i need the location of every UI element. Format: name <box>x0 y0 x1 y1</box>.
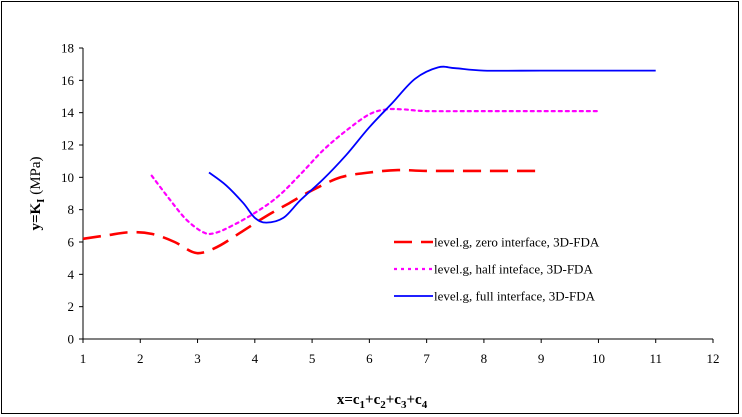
x-tick-label: 4 <box>252 351 259 366</box>
y-tick-label: 6 <box>68 235 75 250</box>
x-tick-label: 5 <box>309 351 316 366</box>
x-axis-title: x=c1+c2+c3+c4 <box>337 392 428 411</box>
y-tick-label: 2 <box>68 299 75 314</box>
x-tick-label: 9 <box>538 351 545 366</box>
legend-label: level.g, zero interface, 3D-FDA <box>434 235 600 250</box>
x-tick-label: 3 <box>194 351 201 366</box>
x-tick-label: 11 <box>649 351 662 366</box>
series-line-zero-interface <box>82 168 542 255</box>
x-tick-label: 12 <box>707 351 720 366</box>
y-axis-title: y=KI (MPa) <box>28 156 47 230</box>
series-layer <box>82 65 656 255</box>
legend-label: level.g, half inteface, 3D-FDA <box>434 262 593 277</box>
y-tick-label: 10 <box>61 170 74 185</box>
x-tick-label: 8 <box>481 351 488 366</box>
x-tick-label: 7 <box>423 351 430 366</box>
x-tick-label: 6 <box>366 351 373 366</box>
x-tick-label: 2 <box>137 351 144 366</box>
legend: level.g, zero interface, 3D-FDA level.g, … <box>394 235 600 304</box>
y-tick-label: 4 <box>68 267 75 282</box>
y-tick-label: 12 <box>61 138 74 153</box>
series-line-full-interface <box>208 65 656 224</box>
y-tick-label: 16 <box>61 73 75 88</box>
y-tick-label: 18 <box>61 41 74 56</box>
y-tick-label: 0 <box>68 332 75 347</box>
series-line-half-interface <box>150 107 600 236</box>
legend-label: level.g, full interface, 3D-FDA <box>434 289 596 304</box>
y-tick-label: 14 <box>61 105 75 120</box>
y-tick-label: 8 <box>68 202 75 217</box>
x-tick-label: 10 <box>592 351 605 366</box>
x-tick-label: 1 <box>80 351 87 366</box>
